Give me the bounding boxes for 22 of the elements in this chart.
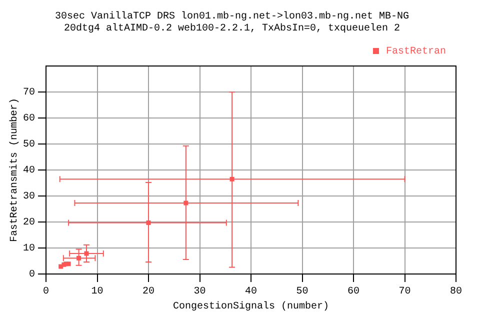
y-tick-label: 10: [22, 244, 35, 255]
x-tick-label: 40: [244, 286, 258, 298]
x-axis-title: CongestionSignals (number): [172, 300, 330, 313]
x-tick-label: 0: [42, 286, 50, 298]
x-tick-label: 10: [91, 286, 104, 298]
y-tick-label: 0: [28, 270, 35, 281]
y-tick-label: 20: [22, 218, 35, 229]
x-tick-label: 30: [194, 286, 206, 298]
y-tick-label: 30: [22, 192, 35, 203]
x-tick-label: 20: [142, 286, 155, 298]
x-tick-label: 50: [296, 286, 308, 298]
y-tick-label: 40: [22, 166, 35, 177]
y-axis-title: FastRetransmits (number): [8, 98, 21, 242]
chart-subtitle: 20dtg4 altAIMD-0.2 web100-2.2.1, TxAbsIn=0, txqueuelen 2: [64, 22, 400, 35]
legend-label: FastRetran: [386, 46, 446, 58]
x-tick-label: 60: [347, 286, 360, 298]
chart-title: 30sec VanillaTCP DRS lon01.mb-ng.net->lon03.mb-ng.net MB-NG: [54, 10, 410, 23]
y-tick-label: 50: [22, 140, 35, 151]
x-tick-label: 70: [398, 286, 411, 298]
x-tick-label: 80: [450, 286, 462, 298]
y-tick-label: 60: [22, 114, 35, 125]
y-tick-label: 70: [22, 88, 35, 99]
